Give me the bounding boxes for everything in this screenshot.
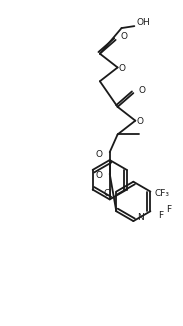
Text: Cl: Cl [103, 189, 112, 198]
Text: O: O [121, 33, 128, 41]
Text: CF₃: CF₃ [154, 189, 169, 198]
Text: O: O [138, 86, 145, 95]
Text: F: F [158, 211, 163, 220]
Text: O: O [96, 171, 103, 180]
Text: O: O [119, 64, 126, 73]
Text: F: F [166, 205, 171, 214]
Text: O: O [136, 117, 143, 126]
Text: N: N [137, 213, 144, 222]
Text: O: O [96, 150, 103, 159]
Text: OH: OH [136, 18, 150, 27]
